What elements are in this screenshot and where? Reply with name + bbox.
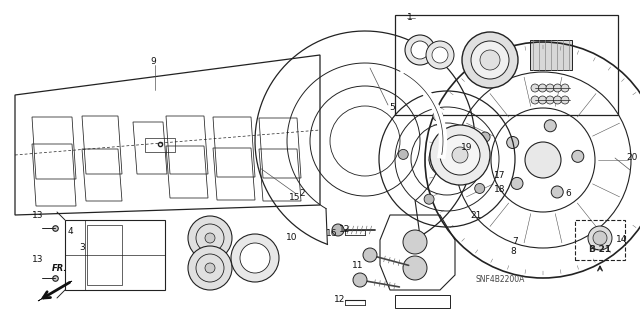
Circle shape <box>511 177 523 189</box>
Circle shape <box>572 150 584 162</box>
Text: 9: 9 <box>150 57 156 66</box>
Circle shape <box>332 224 344 236</box>
Circle shape <box>205 263 215 273</box>
Circle shape <box>363 248 377 262</box>
Circle shape <box>531 84 539 92</box>
Circle shape <box>538 84 547 92</box>
Bar <box>65 220 165 290</box>
Circle shape <box>538 96 547 104</box>
Text: 11: 11 <box>352 261 364 270</box>
Text: 4: 4 <box>67 227 73 236</box>
Circle shape <box>544 120 556 132</box>
Circle shape <box>546 96 554 104</box>
Circle shape <box>403 256 427 280</box>
Circle shape <box>411 41 429 59</box>
Circle shape <box>440 135 480 175</box>
Circle shape <box>561 96 569 104</box>
Circle shape <box>554 84 561 92</box>
Text: 10: 10 <box>286 234 298 242</box>
Circle shape <box>205 233 215 243</box>
Bar <box>530 40 572 70</box>
Text: 13: 13 <box>32 211 44 219</box>
Text: 7: 7 <box>512 238 518 247</box>
Circle shape <box>507 137 518 149</box>
Circle shape <box>231 234 279 282</box>
Bar <box>575 220 625 260</box>
Circle shape <box>405 35 435 65</box>
Text: 20: 20 <box>627 153 637 162</box>
Circle shape <box>426 41 454 69</box>
Bar <box>395 15 618 115</box>
Circle shape <box>471 41 509 79</box>
Circle shape <box>452 147 468 163</box>
Circle shape <box>554 96 561 104</box>
Circle shape <box>531 96 539 104</box>
Circle shape <box>593 231 607 245</box>
Circle shape <box>546 84 554 92</box>
Text: 6: 6 <box>565 189 571 197</box>
Text: 21: 21 <box>470 211 482 219</box>
Text: 13: 13 <box>32 256 44 264</box>
Circle shape <box>424 194 434 204</box>
Circle shape <box>433 111 443 121</box>
Circle shape <box>432 47 448 63</box>
Circle shape <box>429 141 465 177</box>
Text: 18: 18 <box>494 186 506 195</box>
Text: SNF4B2200A: SNF4B2200A <box>476 276 525 285</box>
Circle shape <box>588 226 612 250</box>
Circle shape <box>353 273 367 287</box>
Text: 2: 2 <box>299 189 305 197</box>
Circle shape <box>403 230 427 254</box>
Circle shape <box>480 50 500 70</box>
Text: FR.: FR. <box>52 264 68 273</box>
Text: 3: 3 <box>79 243 85 253</box>
Text: 17: 17 <box>494 170 506 180</box>
Text: 14: 14 <box>616 235 628 244</box>
Text: 12: 12 <box>334 295 346 305</box>
Text: 8: 8 <box>510 248 516 256</box>
Circle shape <box>188 216 232 260</box>
Bar <box>87 225 122 285</box>
Text: B-21: B-21 <box>588 245 612 254</box>
Text: 16: 16 <box>326 228 338 238</box>
Circle shape <box>188 246 232 290</box>
Circle shape <box>240 243 270 273</box>
Text: 12: 12 <box>339 226 351 234</box>
Text: 15: 15 <box>289 194 301 203</box>
Polygon shape <box>38 281 72 301</box>
Circle shape <box>475 183 484 193</box>
Text: 19: 19 <box>461 144 473 152</box>
Circle shape <box>525 142 561 178</box>
Circle shape <box>551 186 563 198</box>
Circle shape <box>398 149 408 160</box>
Circle shape <box>430 125 490 185</box>
Text: 1: 1 <box>407 13 413 23</box>
Circle shape <box>462 32 518 88</box>
Circle shape <box>561 84 569 92</box>
Circle shape <box>480 132 490 142</box>
Text: 5: 5 <box>389 103 395 113</box>
